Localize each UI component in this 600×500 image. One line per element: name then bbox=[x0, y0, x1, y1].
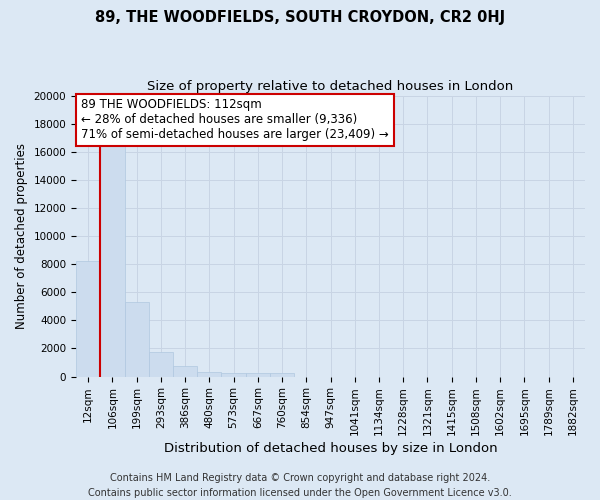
Bar bbox=[197, 372, 221, 376]
Bar bbox=[100, 142, 125, 376]
Text: 89, THE WOODFIELDS, SOUTH CROYDON, CR2 0HJ: 89, THE WOODFIELDS, SOUTH CROYDON, CR2 0… bbox=[95, 10, 505, 25]
Bar bbox=[125, 302, 149, 376]
Bar bbox=[221, 373, 245, 376]
Bar bbox=[173, 366, 197, 376]
X-axis label: Distribution of detached houses by size in London: Distribution of detached houses by size … bbox=[164, 442, 497, 455]
Title: Size of property relative to detached houses in London: Size of property relative to detached ho… bbox=[148, 80, 514, 93]
Bar bbox=[245, 373, 270, 376]
Text: 89 THE WOODFIELDS: 112sqm
← 28% of detached houses are smaller (9,336)
71% of se: 89 THE WOODFIELDS: 112sqm ← 28% of detac… bbox=[81, 98, 389, 142]
Bar bbox=[76, 260, 100, 376]
Bar bbox=[149, 352, 173, 376]
Bar bbox=[270, 373, 294, 376]
Text: Contains HM Land Registry data © Crown copyright and database right 2024.
Contai: Contains HM Land Registry data © Crown c… bbox=[88, 472, 512, 498]
Y-axis label: Number of detached properties: Number of detached properties bbox=[15, 143, 28, 329]
